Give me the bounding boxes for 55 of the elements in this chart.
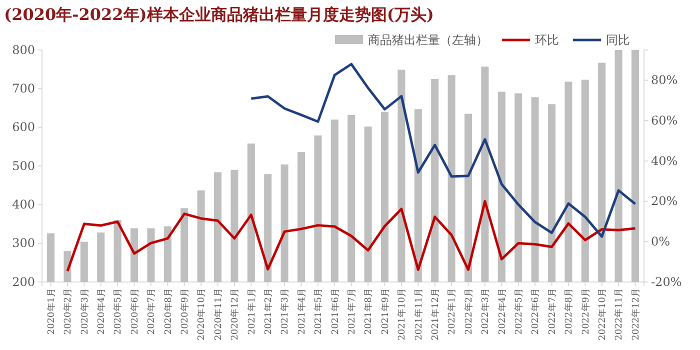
y-tick-label: 700 [12,82,35,96]
x-tick-label: 2020年6月 [129,288,140,335]
x-tick-label: 2021年4月 [296,288,308,335]
x-tick-label: 2022年2月 [463,288,474,335]
x-tick-label: 2022年4月 [496,288,508,335]
y-tick-label: 600 [12,120,35,134]
y2-tick-label: 60% [651,113,678,128]
x-tick-label: 2021年1月 [246,288,258,335]
legend-label: 商品猪出栏量（左轴） [368,33,488,48]
y-tick-label: 500 [12,158,35,173]
x-tick-label: 2020年10月 [196,288,208,340]
x-tick-label: 2022年5月 [513,288,524,335]
x-tick-label: 2022年6月 [530,288,542,335]
x-tick-label: 2021年3月 [280,288,291,335]
legend-label: 同比 [606,33,630,48]
x-tick-label: 2021年12月 [430,288,441,340]
x-tick-label: 2020年1月 [46,288,57,335]
x-tick-label: 2022年11月 [614,288,625,340]
y-tick-label: 300 [12,236,35,250]
x-tick-label: 2020年4月 [96,288,108,335]
x-tick-label: 2021年5月 [313,288,324,335]
x-tick-label: 2022年7月 [546,288,558,335]
x-tick-label: 2022年10月 [596,288,608,340]
x-tick-label: 2020年5月 [112,288,124,335]
y2-tick-label: 80% [651,73,678,88]
x-tick-label: 2022年9月 [580,288,592,335]
x-tick-label: 2022年12月 [630,288,642,340]
x-tick-label: 2020年12月 [230,288,241,340]
chart-title: (2020年-2022年)样本企业商品猪出栏量月度走势图(万头) [4,5,434,24]
line-series [66,200,636,272]
y2-tick-label: 20% [651,194,678,208]
x-tick-label: 2020年2月 [62,288,74,335]
y-tick-label: 800 [12,42,35,57]
y-tick-label: 400 [12,198,35,212]
x-tick-label: 2021年10月 [396,288,408,340]
x-tick-label: 2021年6月 [330,288,341,335]
x-tick-label: 2021年9月 [380,288,391,335]
x-tick-label: 2020年9月 [180,288,191,335]
y2-tick-label: 0% [651,234,670,248]
x-tick-label: 2020年8月 [162,288,174,335]
x-tick-label: 2021年7月 [346,288,358,335]
x-tick-label: 2021年2月 [263,288,274,335]
y2-tick-label: -20% [651,274,682,289]
x-tick-label: 2022年8月 [564,288,575,335]
x-tick-label: 2021年8月 [363,288,374,335]
x-tick-label: 2020年3月 [79,288,90,335]
x-tick-label: 2022年3月 [480,288,492,335]
x-tick-label: 2022年1月 [446,288,458,335]
y2-tick-label: 40% [651,154,678,168]
x-tick-label: 2021年11月 [413,288,424,340]
y-tick-label: 200 [12,274,35,289]
x-tick-label: 2020年11月 [212,288,224,340]
line-series [250,62,636,238]
x-tick-label: 2020年7月 [146,288,158,335]
legend-label: 环比 [535,33,559,48]
